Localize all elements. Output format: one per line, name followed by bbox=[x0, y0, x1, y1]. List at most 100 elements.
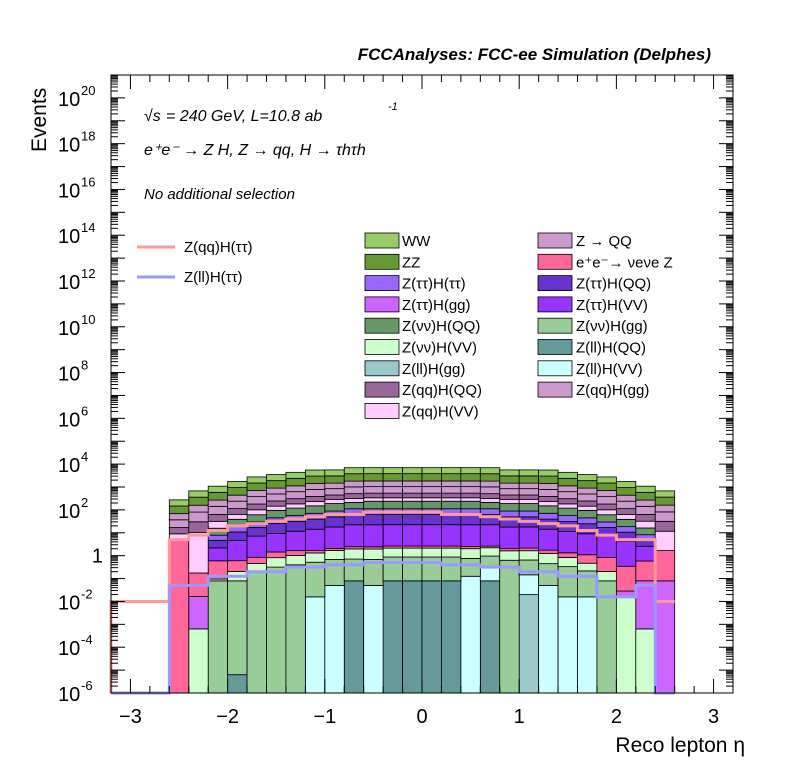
bar-11-16 bbox=[479, 498, 501, 503]
bar-1-11 bbox=[382, 580, 403, 694]
legend-label: Z(νν)H(gg) bbox=[576, 318, 648, 335]
bar-4-1 bbox=[188, 628, 209, 694]
bar-15-13 bbox=[421, 473, 442, 482]
bar-4-15 bbox=[460, 548, 481, 559]
y-tick-label: 10 bbox=[58, 638, 80, 660]
bar-12-9 bbox=[343, 493, 365, 499]
bar-16-14 bbox=[441, 467, 462, 475]
bar-14-5 bbox=[266, 487, 287, 495]
bar-3-16 bbox=[479, 555, 501, 568]
x-tick-label: 3 bbox=[708, 706, 719, 728]
bar-7-14 bbox=[441, 524, 462, 547]
legend-swatch bbox=[537, 253, 573, 270]
legend-swatch bbox=[364, 360, 400, 377]
x-tick-label: −3 bbox=[119, 706, 142, 728]
bar-15-20 bbox=[557, 477, 578, 487]
bar-4-7 bbox=[304, 552, 326, 563]
bar-14-1 bbox=[188, 504, 209, 513]
bar-11-11 bbox=[382, 497, 403, 502]
bar-4-16 bbox=[479, 547, 501, 557]
bar-13-2 bbox=[207, 505, 229, 515]
bar-14-15 bbox=[460, 480, 481, 488]
bar-1-13 bbox=[421, 580, 442, 694]
bar-2-19 bbox=[538, 585, 559, 694]
bar-13-19 bbox=[538, 488, 559, 497]
signal-lines-layer bbox=[109, 510, 675, 695]
bar-7-3 bbox=[227, 540, 248, 562]
bar-6-24 bbox=[635, 560, 656, 582]
bar-13-3 bbox=[227, 500, 248, 509]
bar-14-9 bbox=[343, 480, 365, 488]
bar-12-0 bbox=[168, 527, 190, 535]
bar-3-12 bbox=[402, 556, 423, 582]
legend-label: e⁺e⁻→ νeνe Z bbox=[576, 254, 673, 271]
legend-label: Z(ll)H(VV) bbox=[576, 361, 643, 378]
bar-12-13 bbox=[421, 492, 442, 499]
bar-15-10 bbox=[363, 473, 384, 482]
series-7 bbox=[207, 524, 656, 567]
bar-10-7 bbox=[304, 505, 326, 514]
legend-label: WW bbox=[402, 233, 431, 250]
bar-4-6 bbox=[285, 554, 306, 566]
series-3 bbox=[207, 555, 617, 694]
bar-6-19 bbox=[538, 549, 559, 554]
bar-14-23 bbox=[615, 494, 637, 502]
bar-5-1 bbox=[188, 596, 209, 630]
bar-14-20 bbox=[557, 485, 578, 493]
bar-8-6 bbox=[285, 520, 306, 532]
bar-6-25 bbox=[654, 550, 676, 582]
selection-label: No additional selection bbox=[144, 186, 295, 203]
bar-1-12 bbox=[402, 580, 423, 694]
sqrt-s-label: √s bbox=[144, 108, 161, 125]
bar-15-22 bbox=[596, 482, 617, 491]
bar-15-6 bbox=[285, 477, 306, 487]
bar-1-14 bbox=[441, 580, 462, 694]
bar-11-12 bbox=[402, 497, 423, 502]
y-tick-label: 10 bbox=[58, 272, 80, 294]
bar-15-12 bbox=[402, 473, 423, 482]
y-tick-label: 10 bbox=[58, 501, 80, 523]
bar-1-9 bbox=[343, 580, 365, 694]
bar-2-8 bbox=[324, 585, 345, 694]
bar-7-20 bbox=[557, 531, 578, 554]
x-tick-label: −2 bbox=[216, 706, 239, 728]
bar-7-2 bbox=[207, 547, 229, 562]
bar-11-6 bbox=[285, 503, 306, 509]
bar-9-19 bbox=[538, 512, 559, 520]
bar-14-11 bbox=[382, 480, 403, 488]
signal-line-0 bbox=[109, 510, 675, 693]
bar-2-20 bbox=[557, 596, 578, 694]
legend-swatch bbox=[537, 275, 573, 292]
bar-12-18 bbox=[518, 494, 540, 500]
bar-7-24 bbox=[635, 545, 656, 562]
bar-14-4 bbox=[246, 490, 267, 498]
x-tick-label: 1 bbox=[514, 706, 525, 728]
bar-7-17 bbox=[499, 526, 520, 550]
legend-swatch bbox=[364, 339, 400, 355]
bars-layer bbox=[168, 467, 676, 694]
bar-3-3 bbox=[227, 580, 248, 676]
bar-11-23 bbox=[615, 513, 637, 520]
y-axis-label: Events bbox=[28, 88, 51, 152]
legend-swatch bbox=[537, 232, 573, 249]
bar-6-0 bbox=[168, 539, 190, 694]
bar-3-4 bbox=[246, 571, 267, 694]
bar-3-13 bbox=[421, 556, 442, 582]
bar-10-16 bbox=[479, 501, 501, 510]
bar-11-13 bbox=[421, 497, 442, 502]
bar-12-21 bbox=[577, 500, 598, 507]
bar-13-25 bbox=[654, 511, 676, 522]
bar-11-18 bbox=[518, 498, 540, 504]
bar-3-2 bbox=[207, 580, 229, 694]
bar-9-16 bbox=[479, 508, 501, 515]
bar-14-24 bbox=[635, 499, 656, 507]
bar-7-8 bbox=[324, 526, 345, 549]
bar-9-22 bbox=[596, 521, 617, 528]
y-tick-label: 10 bbox=[58, 592, 80, 614]
bar-13-22 bbox=[596, 496, 617, 505]
bar-7-13 bbox=[421, 524, 442, 547]
bar-8-3 bbox=[227, 531, 248, 541]
legend-swatch bbox=[537, 296, 573, 313]
bar-4-8 bbox=[324, 550, 345, 560]
